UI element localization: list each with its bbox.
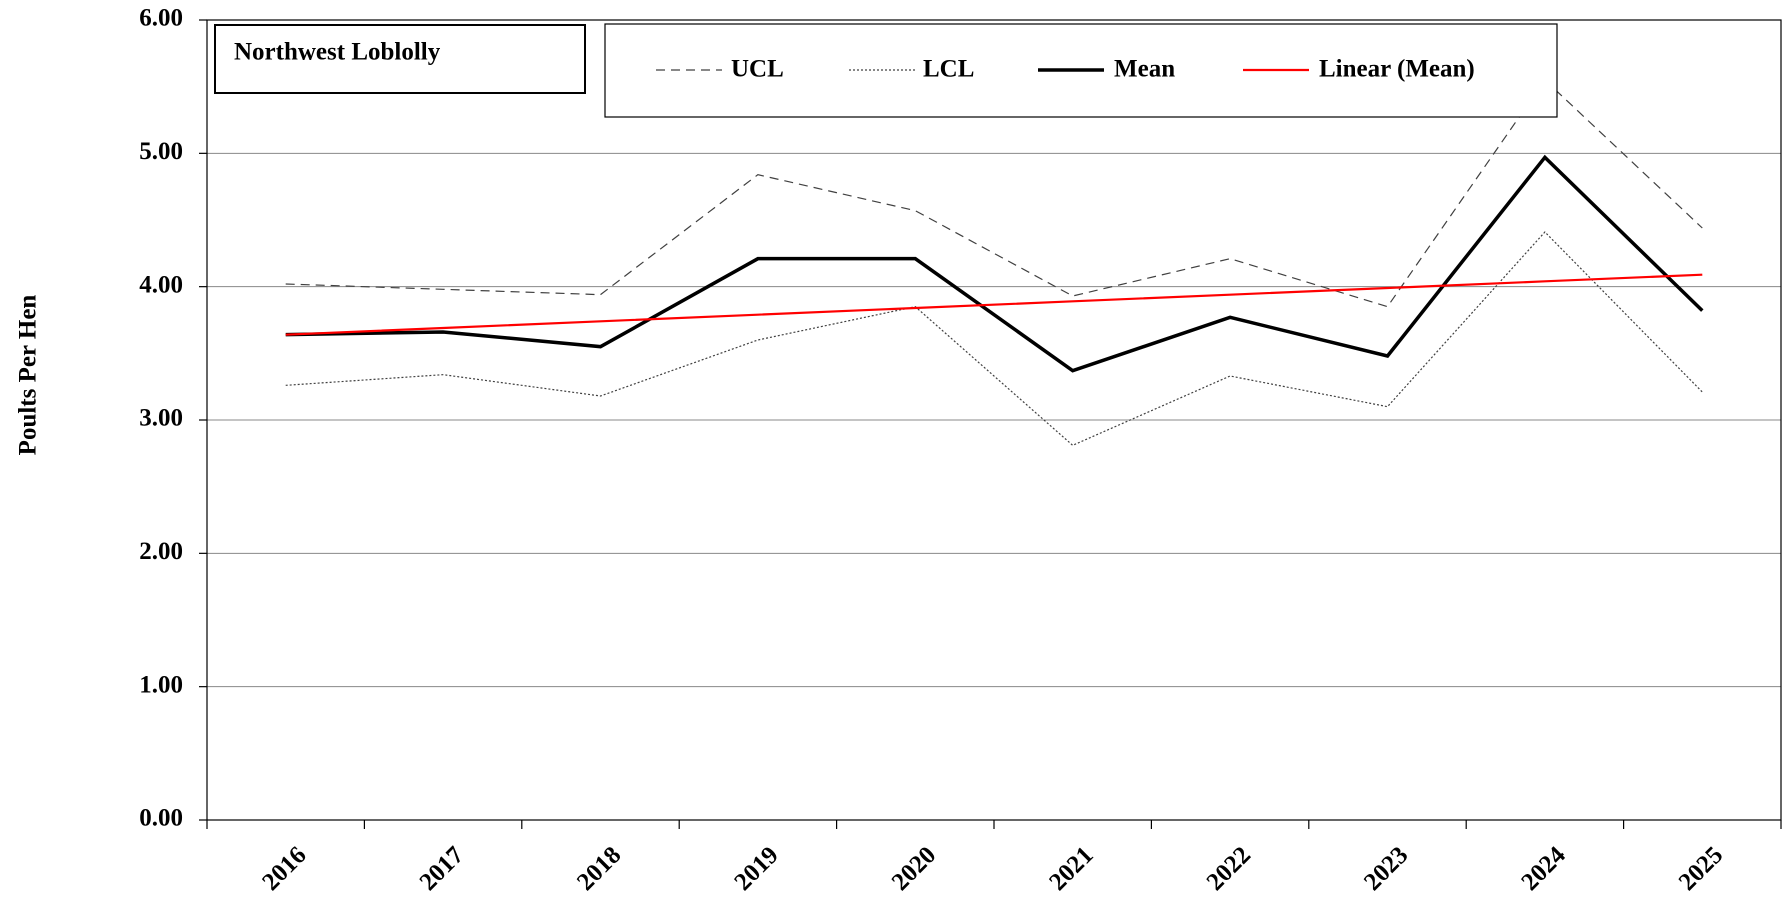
chart-title: Northwest Loblolly — [234, 39, 441, 66]
y-tick-label: 2.00 — [139, 538, 183, 565]
legend-label: Linear (Mean) — [1319, 56, 1475, 83]
y-tick-label: 3.00 — [139, 405, 183, 432]
series-line — [285, 273, 1703, 336]
y-tick-label: 6.00 — [139, 5, 183, 32]
legend-label: LCL — [923, 56, 974, 83]
legend-label: UCL — [731, 56, 784, 83]
y-axis-label: Poults Per Hen — [15, 295, 42, 456]
y-tick-label: 0.00 — [139, 805, 183, 832]
y-tick-label: 5.00 — [139, 138, 183, 165]
series-line — [285, 154, 1704, 373]
legend-label: Mean — [1114, 56, 1175, 83]
series-line — [285, 231, 1703, 447]
y-tick-label: 1.00 — [139, 671, 183, 698]
y-tick-label: 4.00 — [139, 271, 183, 298]
title-box — [214, 24, 586, 94]
